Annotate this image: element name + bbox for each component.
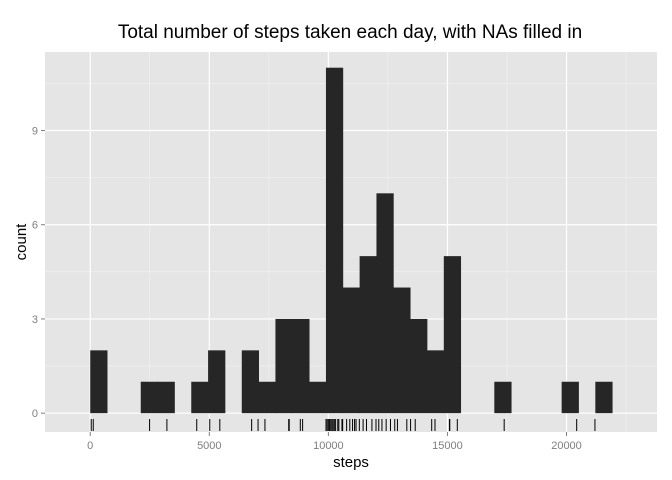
- histogram-bar: [292, 318, 310, 414]
- chart-title: Total number of steps taken each day, wi…: [118, 22, 582, 43]
- axis-ticks: 0 5000 10000 15000 20000 0 3 6 9: [32, 126, 582, 452]
- histogram-bar: [191, 381, 209, 414]
- histogram-bar: [410, 318, 428, 414]
- histogram-bar: [595, 381, 613, 414]
- histogram-bar: [325, 67, 344, 414]
- histogram-bars: [90, 67, 613, 414]
- histogram-bar: [494, 381, 512, 414]
- y-tick-label: 0: [32, 408, 38, 420]
- y-tick-label: 3: [32, 314, 38, 326]
- histogram-bar: [561, 381, 579, 414]
- histogram-bar: [140, 381, 158, 414]
- histogram-bar: [208, 350, 226, 414]
- y-tick-label: 9: [32, 126, 38, 138]
- x-axis-title: steps: [333, 454, 369, 471]
- histogram-bar: [241, 350, 260, 414]
- histogram-bar: [157, 381, 175, 414]
- histogram-bar: [393, 287, 411, 414]
- y-tick-label: 6: [32, 220, 38, 232]
- histogram-bar: [426, 350, 445, 414]
- x-tick-label: 10000: [313, 440, 344, 452]
- y-axis-title: count: [13, 223, 30, 261]
- histogram-bar: [376, 193, 394, 414]
- histogram-bar: [342, 287, 361, 414]
- histogram-bar: [275, 318, 293, 414]
- histogram-bar: [443, 256, 462, 414]
- x-tick-label: 5000: [197, 440, 221, 452]
- histogram-bar: [309, 381, 327, 414]
- histogram-bar: [90, 350, 108, 414]
- histogram-bar: [258, 381, 276, 414]
- x-tick-label: 15000: [432, 440, 463, 452]
- histogram-bar: [359, 256, 377, 414]
- x-tick-label: 0: [87, 440, 93, 452]
- x-tick-label: 20000: [551, 440, 582, 452]
- rug-marks: [90, 419, 596, 431]
